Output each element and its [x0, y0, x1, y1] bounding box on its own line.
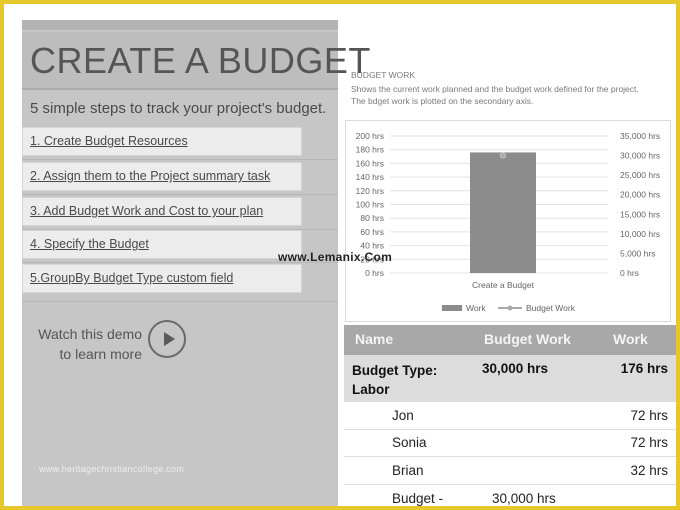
page-title: CREATE A BUDGET [30, 40, 371, 81]
budget-work-chart: 200 hrs 180 hrs 160 hrs 140 hrs 120 hrs 100 h… [345, 120, 671, 322]
chart-canvas: 200 hrs 180 hrs 160 hrs 140 hrs 120 hrs 100 h… [356, 131, 661, 313]
page-subtitle: 5 simple steps to track your project's b… [30, 100, 327, 117]
y-tick-label: 40 hrs [360, 241, 384, 251]
y2-tick-label: 0 hrs [620, 268, 639, 278]
legend-budget-work-label: Budget Work [526, 303, 576, 313]
demo-caption: Watch this demo to learn more [30, 324, 142, 364]
y-tick-label: 180 hrs [356, 145, 384, 155]
budget-work-marker [499, 152, 507, 159]
chart-heading: BUDGET WORK [351, 70, 416, 80]
y2-tick-label: 35,000 hrs [620, 131, 660, 141]
demo-line-1: Watch this demo [38, 326, 142, 342]
step-label: 3. Add Budget Work and Cost to your plan [30, 204, 264, 218]
col-header-budget-work: Budget Work [484, 331, 571, 347]
divider [22, 301, 338, 302]
page-frame: CREATE A BUDGET 5 simple steps to track … [4, 4, 676, 506]
y-tick-label: 200 hrs [356, 131, 384, 141]
play-icon[interactable] [148, 320, 186, 358]
y2-tick-label: 30,000 hrs [620, 151, 660, 161]
site-watermark: www.heritagechristiancollege.com [39, 464, 185, 474]
step-label: 1. Create Budget Resources [30, 134, 188, 148]
group-label-line-2: Labor [352, 382, 390, 397]
step-label: 2. Assign them to the Project summary ta… [30, 169, 271, 183]
divider [22, 262, 338, 263]
step-1-link[interactable]: 1. Create Budget Resources [22, 127, 302, 156]
work-bar [470, 152, 536, 273]
row-name: Budget - [392, 491, 444, 506]
row-work: 72 hrs [630, 408, 668, 423]
divider [22, 229, 338, 230]
legend-budget-work-marker [507, 305, 513, 311]
title-banner: CREATE A BUDGET [22, 32, 370, 90]
group-label: Budget Type: Labor [352, 361, 437, 399]
step-3-link[interactable]: 3. Add Budget Work and Cost to your plan [22, 197, 302, 226]
y-tick-label: 140 hrs [356, 172, 384, 182]
chart-description: Shows the current work planned and the b… [351, 84, 639, 106]
table-row: Sonia 72 hrs [344, 430, 676, 457]
row-work: 72 hrs [630, 435, 668, 450]
budget-steps-panel: CREATE A BUDGET 5 simple steps to track … [22, 20, 370, 506]
divider [22, 194, 338, 195]
y2-tick-label: 20,000 hrs [620, 190, 660, 200]
y2-tick-label: 25,000 hrs [620, 170, 660, 180]
legend-work-swatch [442, 305, 462, 311]
y-tick-label: 60 hrs [360, 227, 384, 237]
y-tick-label: 20 hrs [360, 254, 384, 264]
group-row-labor: Budget Type: Labor 30,000 hrs 176 hrs [344, 355, 676, 402]
y2-tick-label: 15,000 hrs [620, 209, 660, 219]
group-work: 176 hrs [620, 361, 668, 376]
group-label-line-1: Budget Type: [352, 363, 438, 378]
y-tick-label: 0 hrs [365, 268, 384, 278]
divider [22, 159, 338, 160]
x-tick-label: Create a Budget [472, 280, 535, 290]
demo-line-2: to learn more [59, 346, 142, 362]
group-budget-work: 30,000 hrs [482, 361, 549, 376]
row-name: Brian [392, 463, 424, 478]
step-5-link[interactable]: 5.GroupBy Budget Type custom field [22, 264, 302, 293]
row-work: 32 hrs [630, 463, 668, 478]
row-name: Sonia [392, 435, 427, 450]
col-header-work: Work [613, 331, 648, 347]
y-tick-label: 80 hrs [360, 213, 384, 223]
row-budget-work: 30,000 hrs [492, 491, 556, 506]
legend-work-label: Work [466, 303, 486, 313]
step-4-link[interactable]: 4. Specify the Budget [22, 230, 302, 259]
y-tick-label: 120 hrs [356, 186, 384, 196]
panel-top-strip [22, 20, 338, 30]
step-2-link[interactable]: 2. Assign them to the Project summary ta… [22, 162, 302, 191]
row-name: Jon [392, 408, 414, 423]
table-header: Name Budget Work Work [344, 325, 676, 355]
watermark-text: www.Lemanix.Com [278, 250, 393, 264]
y-tick-label: 160 hrs [356, 158, 384, 168]
table-row: Brian 32 hrs [344, 458, 676, 485]
step-label: 4. Specify the Budget [30, 237, 149, 251]
y2-tick-label: 10,000 hrs [620, 229, 660, 239]
y2-tick-label: 5,000 hrs [620, 248, 655, 258]
col-header-name: Name [355, 331, 394, 347]
table-row: Budget - 30,000 hrs [344, 486, 676, 506]
step-label: 5.GroupBy Budget Type custom field [30, 271, 234, 285]
y-tick-label: 100 hrs [356, 200, 384, 210]
table-row: Jon 72 hrs [344, 403, 676, 430]
